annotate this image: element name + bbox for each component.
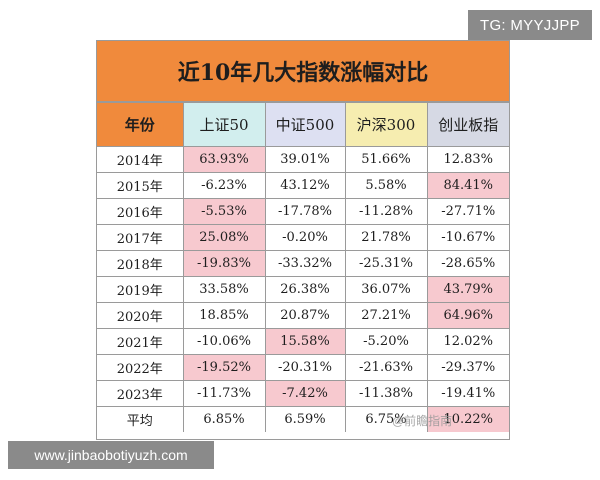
table-title: 近10年几大指数涨幅对比 xyxy=(97,41,509,102)
tg-badge: TG: MYYJJPP xyxy=(468,10,592,40)
value-cell-cyb: 43.79% xyxy=(426,276,509,303)
value-cell-hs300: -21.63% xyxy=(344,354,428,381)
value-cell-sz50: -11.73% xyxy=(182,380,266,407)
value-cell-hs300: 5.58% xyxy=(344,172,428,199)
year-cell: 平均 xyxy=(97,406,184,432)
value-cell-hs300: 36.07% xyxy=(344,276,428,303)
data-table: 年份 上证50 中证500 沪深300 创业板指 2014年 63.93% 39.0… xyxy=(97,102,509,432)
index-comparison-table: 近10年几大指数涨幅对比 年份 上证50 中证500 沪深300 创业板指 20… xyxy=(96,40,510,440)
table-row: 2023年 -11.73% -7.42% -11.38% -19.41% xyxy=(97,380,509,407)
table-row: 平均 6.85% 6.59% 6.75% 10.22% xyxy=(97,406,509,432)
value-cell-sz50: -5.53% xyxy=(182,198,266,225)
table-row: 2014年 63.93% 39.01% 51.66% 12.83% xyxy=(97,146,509,173)
value-cell-cyb: -27.71% xyxy=(426,198,509,225)
url-badge: www.jinbaobotiyuzh.com xyxy=(8,441,214,469)
year-cell: 2019年 xyxy=(97,276,184,303)
value-cell-zz500: -7.42% xyxy=(264,380,346,407)
value-cell-cyb: -10.67% xyxy=(426,224,509,251)
value-cell-zz500: -33.32% xyxy=(264,250,346,277)
year-cell: 2020年 xyxy=(97,302,184,329)
year-cell: 2014年 xyxy=(97,146,184,173)
value-cell-zz500: -20.31% xyxy=(264,354,346,381)
value-cell-cyb: 10.22% xyxy=(426,406,509,432)
value-cell-hs300: 27.21% xyxy=(344,302,428,329)
value-cell-cyb: -19.41% xyxy=(426,380,509,407)
table-row: 2020年 18.85% 20.87% 27.21% 64.96% xyxy=(97,302,509,329)
header-zz500: 中证500 xyxy=(264,102,346,147)
table-row: 2015年 -6.23% 43.12% 5.58% 84.41% xyxy=(97,172,509,199)
value-cell-sz50: 63.93% xyxy=(182,146,266,173)
value-cell-zz500: 43.12% xyxy=(264,172,346,199)
value-cell-zz500: 26.38% xyxy=(264,276,346,303)
year-cell: 2015年 xyxy=(97,172,184,199)
value-cell-zz500: -17.78% xyxy=(264,198,346,225)
value-cell-sz50: 33.58% xyxy=(182,276,266,303)
table-row: 2018年 -19.83% -33.32% -25.31% -28.65% xyxy=(97,250,509,277)
value-cell-hs300: 6.75% xyxy=(344,406,428,432)
year-cell: 2023年 xyxy=(97,380,184,407)
value-cell-sz50: 6.85% xyxy=(182,406,266,432)
year-cell: 2018年 xyxy=(97,250,184,277)
header-hs300: 沪深300 xyxy=(344,102,428,147)
table-row: 2017年 25.08% -0.20% 21.78% -10.67% xyxy=(97,224,509,251)
value-cell-cyb: -28.65% xyxy=(426,250,509,277)
value-cell-sz50: 18.85% xyxy=(182,302,266,329)
value-cell-sz50: -19.52% xyxy=(182,354,266,381)
header-sz50: 上证50 xyxy=(182,102,266,147)
value-cell-hs300: 21.78% xyxy=(344,224,428,251)
year-cell: 2022年 xyxy=(97,354,184,381)
value-cell-sz50: 25.08% xyxy=(182,224,266,251)
header-year: 年份 xyxy=(97,102,184,147)
value-cell-zz500: 39.01% xyxy=(264,146,346,173)
value-cell-cyb: 12.02% xyxy=(426,328,509,355)
value-cell-cyb: -29.37% xyxy=(426,354,509,381)
value-cell-sz50: -6.23% xyxy=(182,172,266,199)
year-cell: 2017年 xyxy=(97,224,184,251)
value-cell-hs300: -5.20% xyxy=(344,328,428,355)
value-cell-zz500: 20.87% xyxy=(264,302,346,329)
table-row: 2022年 -19.52% -20.31% -21.63% -29.37% xyxy=(97,354,509,381)
value-cell-cyb: 64.96% xyxy=(426,302,509,329)
value-cell-zz500: 6.59% xyxy=(264,406,346,432)
table-row: 2016年 -5.53% -17.78% -11.28% -27.71% xyxy=(97,198,509,225)
header-cyb: 创业板指 xyxy=(426,102,509,147)
value-cell-cyb: 84.41% xyxy=(426,172,509,199)
value-cell-hs300: -25.31% xyxy=(344,250,428,277)
table-row: 2019年 33.58% 26.38% 36.07% 43.79% xyxy=(97,276,509,303)
table-row: 2021年 -10.06% 15.58% -5.20% 12.02% xyxy=(97,328,509,355)
value-cell-hs300: 51.66% xyxy=(344,146,428,173)
value-cell-zz500: -0.20% xyxy=(264,224,346,251)
value-cell-hs300: -11.28% xyxy=(344,198,428,225)
value-cell-hs300: -11.38% xyxy=(344,380,428,407)
value-cell-zz500: 15.58% xyxy=(264,328,346,355)
value-cell-sz50: -19.83% xyxy=(182,250,266,277)
value-cell-cyb: 12.83% xyxy=(426,146,509,173)
year-cell: 2016年 xyxy=(97,198,184,225)
header-row: 年份 上证50 中证500 沪深300 创业板指 xyxy=(97,102,509,147)
watermark: @前瞻指南 xyxy=(392,414,453,428)
year-cell: 2021年 xyxy=(97,328,184,355)
value-cell-sz50: -10.06% xyxy=(182,328,266,355)
